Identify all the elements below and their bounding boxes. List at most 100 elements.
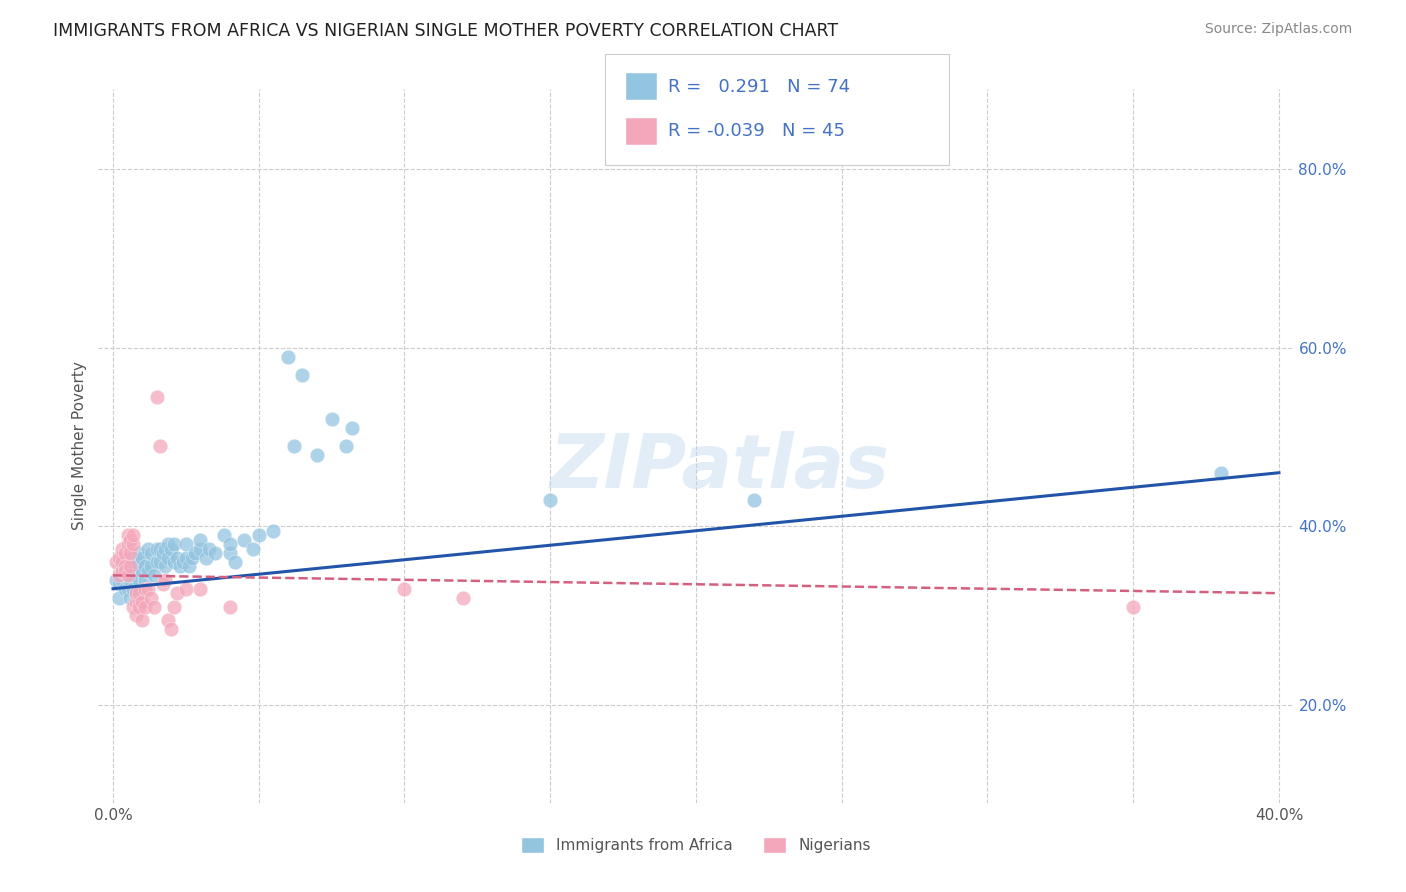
Point (114, 568, 136, 582)
Point (247, 528, 270, 542)
Point (212, 528, 235, 542)
Point (177, 559, 200, 574)
Point (114, 555, 136, 569)
Point (335, 439, 357, 453)
Point (131, 564, 153, 578)
Point (108, 591, 131, 605)
Point (190, 533, 212, 547)
Point (125, 586, 148, 600)
Point (198, 541, 221, 556)
Point (218, 546, 240, 560)
Point (122, 599, 145, 614)
Point (190, 541, 212, 556)
Point (120, 559, 142, 574)
Point (125, 595, 148, 609)
Point (128, 595, 150, 609)
Point (145, 390, 167, 404)
Point (136, 564, 159, 578)
Point (114, 564, 136, 578)
Point (114, 582, 136, 596)
Point (180, 550, 202, 565)
Point (131, 550, 153, 565)
Point (108, 568, 131, 582)
Point (142, 568, 165, 582)
Point (120, 559, 142, 574)
Point (134, 559, 156, 574)
Point (157, 550, 180, 565)
Point (111, 564, 134, 578)
Point (125, 608, 148, 623)
Point (104, 555, 127, 569)
Point (174, 550, 197, 565)
Point (125, 555, 148, 569)
Point (131, 613, 153, 627)
Point (183, 546, 205, 560)
Point (305, 448, 328, 462)
Point (104, 573, 127, 587)
Point (117, 568, 139, 582)
Point (128, 573, 150, 587)
Point (134, 582, 156, 596)
Point (120, 546, 142, 560)
Point (291, 368, 314, 382)
Point (120, 573, 142, 587)
Point (195, 550, 218, 565)
Point (174, 537, 197, 551)
Point (224, 555, 246, 569)
Point (120, 533, 142, 547)
Point (145, 555, 167, 569)
Text: IMMIGRANTS FROM AFRICA VS NIGERIAN SINGLE MOTHER POVERTY CORRELATION CHART: IMMIGRANTS FROM AFRICA VS NIGERIAN SINGL… (53, 22, 838, 40)
Point (152, 546, 174, 560)
Point (277, 350, 299, 364)
Point (742, 492, 765, 507)
Point (111, 541, 134, 556)
Point (108, 577, 131, 591)
Point (111, 555, 134, 569)
Point (160, 622, 183, 636)
Point (128, 546, 150, 560)
Point (131, 595, 153, 609)
Point (163, 599, 186, 614)
Point (218, 599, 240, 614)
Point (538, 492, 561, 507)
Point (134, 573, 156, 587)
Point (114, 559, 136, 574)
Point (136, 582, 159, 596)
Point (108, 550, 131, 565)
Point (122, 582, 145, 596)
Point (117, 582, 139, 596)
Point (190, 582, 212, 596)
Point (1122, 599, 1144, 614)
Point (166, 586, 188, 600)
Point (117, 537, 139, 551)
Point (149, 439, 172, 453)
Point (122, 528, 145, 542)
Point (166, 550, 188, 565)
Legend: Immigrants from Africa, Nigerians: Immigrants from Africa, Nigerians (515, 831, 877, 859)
Point (122, 550, 145, 565)
Text: R = -0.039   N = 45: R = -0.039 N = 45 (668, 122, 845, 140)
Point (120, 591, 142, 605)
Point (134, 599, 156, 614)
Point (233, 533, 256, 547)
Point (451, 591, 474, 605)
Point (128, 599, 150, 614)
Point (111, 573, 134, 587)
Point (1209, 466, 1232, 480)
Point (139, 591, 162, 605)
Point (155, 559, 177, 574)
Point (160, 541, 183, 556)
Point (204, 546, 226, 560)
Point (174, 582, 197, 596)
Point (111, 559, 134, 574)
Point (163, 537, 186, 551)
Point (128, 586, 150, 600)
Text: R =   0.291   N = 74: R = 0.291 N = 74 (668, 78, 851, 95)
Point (114, 546, 136, 560)
Point (169, 559, 191, 574)
Y-axis label: Single Mother Poverty: Single Mother Poverty (72, 361, 87, 531)
Text: Source: ZipAtlas.com: Source: ZipAtlas.com (1205, 22, 1353, 37)
Point (262, 524, 284, 538)
Point (149, 541, 172, 556)
Point (149, 555, 172, 569)
